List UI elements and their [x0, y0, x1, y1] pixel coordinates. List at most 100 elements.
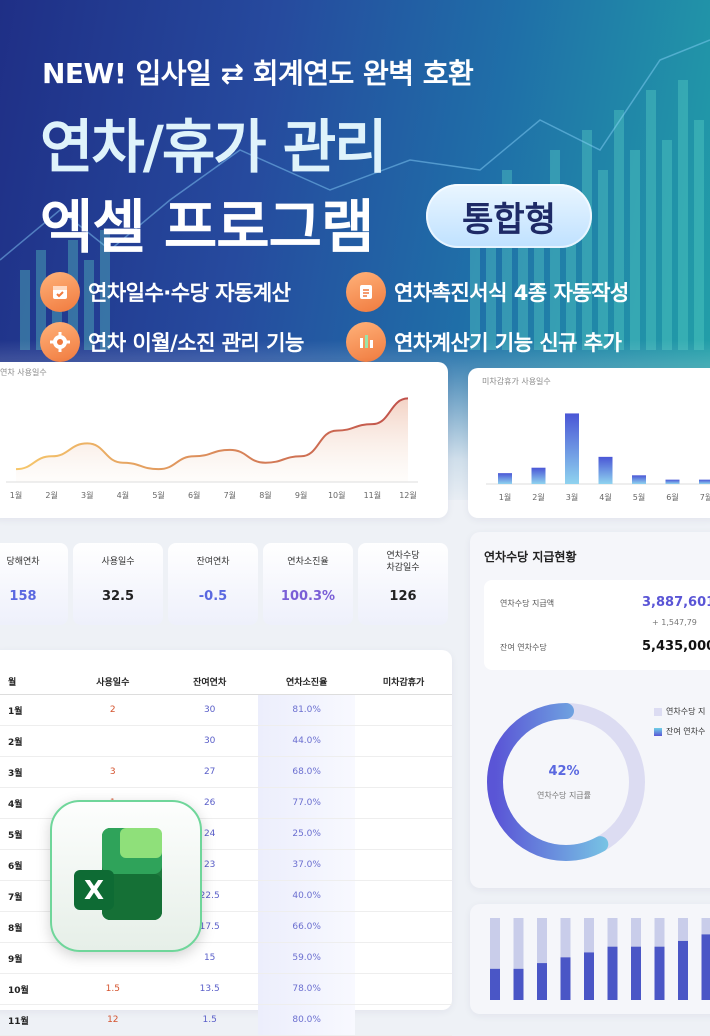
- stat-label: 연차소진율: [263, 549, 353, 575]
- bar: [608, 947, 618, 1000]
- used-cell: 12: [64, 1005, 161, 1036]
- remaining-cell: 30: [161, 726, 258, 757]
- stat-value: 158: [0, 589, 68, 604]
- x-tick-label: 4월: [117, 490, 129, 500]
- bottom-bar-chart: [470, 904, 710, 1000]
- rate-cell: 37.0%: [258, 850, 355, 881]
- legend-swatch: [654, 728, 662, 736]
- bar: [702, 934, 710, 1000]
- feature-label: 연차계산기 기능 신규 추가: [394, 327, 621, 357]
- stat-value: 32.5: [73, 589, 163, 604]
- stat-value: -0.5: [168, 589, 258, 604]
- col-rate: 연차소진율: [258, 668, 355, 695]
- col-month: 월: [0, 668, 64, 695]
- unused-cell: [355, 1005, 452, 1036]
- donut-center-label: 연차수당 지급률: [516, 790, 612, 801]
- bar: [490, 969, 500, 1000]
- bar: [565, 413, 579, 484]
- x-tick-label: 3월: [81, 490, 93, 500]
- rate-cell: 44.0%: [258, 726, 355, 757]
- col-used: 사용일수: [64, 668, 161, 695]
- stat-card-rate: 연차소진율 100.3%: [263, 543, 353, 625]
- x-tick-label: 12월: [399, 490, 417, 500]
- stat-card-annual: 당해연차 158: [0, 543, 68, 625]
- rate-cell: 68.0%: [258, 757, 355, 788]
- used-cell: 2: [64, 695, 161, 726]
- x-tick-label: 2월: [532, 492, 544, 502]
- remaining-cell: 1.5: [161, 1005, 258, 1036]
- x-tick-label: 1월: [499, 492, 511, 502]
- calendar-check-icon: [40, 272, 80, 312]
- rate-cell: 77.0%: [258, 788, 355, 819]
- unused-cell: [355, 695, 452, 726]
- col-remaining: 잔여연차: [161, 668, 258, 695]
- month-cell: 2월: [0, 726, 64, 757]
- rate-cell: 25.0%: [258, 819, 355, 850]
- unused-cell: [355, 726, 452, 757]
- paid-sub: + 1,547,79: [652, 618, 697, 627]
- x-tick-label: 7월: [224, 490, 236, 500]
- unused-cell: [355, 757, 452, 788]
- x-tick-label: 3월: [566, 492, 578, 502]
- x-tick-label: 5월: [633, 492, 645, 502]
- x-tick-label: 8월: [259, 490, 271, 500]
- feature-label: 연차일수·수당 자동계산: [88, 277, 291, 307]
- legend-label: 잔여 연차수: [666, 726, 705, 737]
- stat-card-used: 사용일수 32.5: [73, 543, 163, 625]
- remain-label: 잔여 연차수당: [500, 642, 547, 653]
- x-tick-label: 9월: [295, 490, 307, 500]
- unused-cell: [355, 788, 452, 819]
- feature-label: 연차 이월/소진 관리 기능: [88, 327, 304, 357]
- table-header: 월 사용일수 잔여연차 연차소진율 미차감휴가: [0, 668, 452, 695]
- bar: [532, 468, 546, 484]
- usage-area-fill: [16, 398, 408, 482]
- title-line-1: 연차/휴가 관리: [40, 100, 386, 184]
- rate-cell: 80.0%: [258, 1005, 355, 1036]
- month-cell: 1월: [0, 695, 64, 726]
- legend-item-remain: 잔여 연차수: [654, 726, 705, 737]
- stat-label: 잔여연차: [168, 549, 258, 575]
- bar: [498, 473, 512, 484]
- excel-app-icon: X: [50, 800, 202, 952]
- unused-cell: [355, 912, 452, 943]
- used-cell: [64, 726, 161, 757]
- stat-card-deduction: 연차수당 차감일수 126: [358, 543, 448, 625]
- allowance-title: 연차수당 지급현황: [484, 548, 577, 565]
- feature-2: 연차촉진서식 4종 자동작성: [346, 272, 629, 312]
- legend-swatch: [654, 708, 662, 716]
- headline: NEW! 입사일 ⇄ 회계연도 완벽 호환: [42, 52, 473, 92]
- feature-label: 연차촉진서식 4종 자동작성: [394, 277, 629, 307]
- bar: [599, 457, 613, 484]
- bar: [537, 963, 547, 1000]
- allowance-panel: 연차수당 지급현황 연차수당 지급액 3,887,601 + 1,547,79 …: [470, 532, 710, 888]
- x-tick-label: 1월: [10, 490, 22, 500]
- rate-cell: 59.0%: [258, 943, 355, 974]
- month-cell: 3월: [0, 757, 64, 788]
- rate-cell: 40.0%: [258, 881, 355, 912]
- unused-cell: [355, 850, 452, 881]
- x-tick-label: 2월: [45, 490, 57, 500]
- feature-4: 연차계산기 기능 신규 추가: [346, 322, 621, 362]
- unused-cell: [355, 819, 452, 850]
- unused-cell: [355, 943, 452, 974]
- bar: [514, 969, 524, 1000]
- bar: [561, 957, 571, 1000]
- x-tick-label: 11월: [364, 490, 382, 500]
- used-cell: 3: [64, 757, 161, 788]
- bar: [666, 480, 680, 484]
- allowance-summary: 연차수당 지급액 3,887,601 + 1,547,79 잔여 연차수당 5,…: [484, 580, 710, 670]
- remaining-cell: 27: [161, 757, 258, 788]
- x-tick-label: 6월: [188, 490, 200, 500]
- bottom-chart-panel: [470, 904, 710, 1014]
- stat-label: 연차수당 차감일수: [358, 549, 448, 575]
- legend-label: 연차수당 지: [666, 706, 705, 717]
- stat-card-remaining: 잔여연차 -0.5: [168, 543, 258, 625]
- feature-1: 연차일수·수당 자동계산: [40, 272, 291, 312]
- stat-value: 126: [358, 589, 448, 604]
